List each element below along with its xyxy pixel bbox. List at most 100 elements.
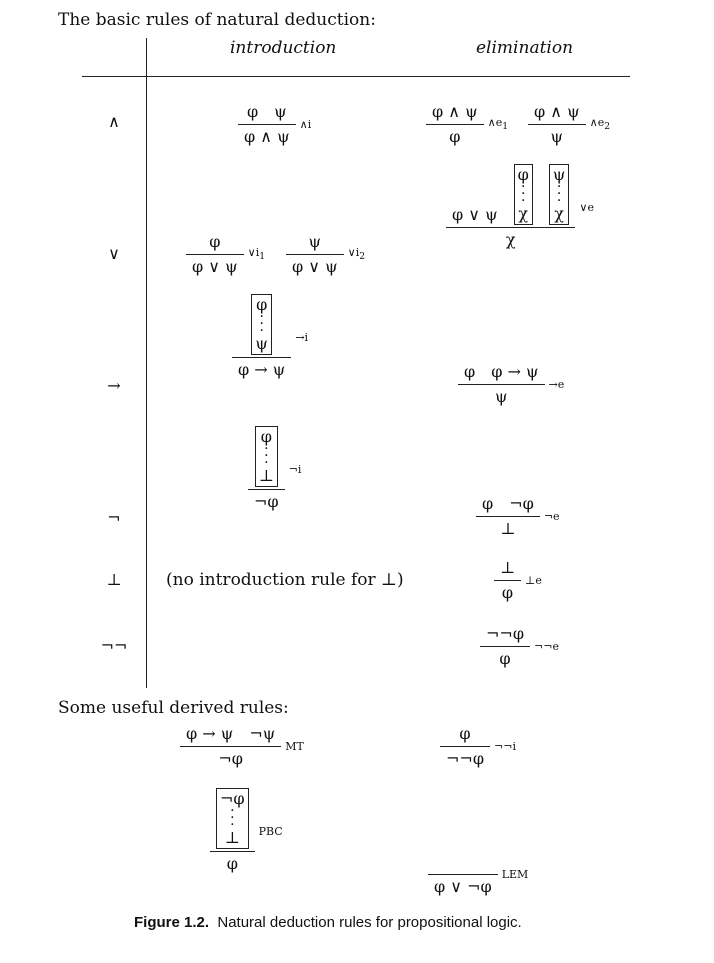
conclusion: φ	[226, 854, 238, 873]
premise: φ	[246, 102, 259, 121]
rule-label: PBC	[258, 824, 283, 838]
conclusion: φ ∨ ψ	[292, 257, 338, 276]
inference-bar	[232, 357, 292, 358]
conclusion: ¬φ	[218, 749, 243, 768]
rule-negation-elim: φ ¬φ ⊥ ¬e	[476, 494, 560, 539]
premise: ¬ψ	[249, 724, 276, 743]
conclusion: φ → ψ	[238, 360, 286, 379]
table-vertical-rule	[146, 38, 147, 688]
connective-and: ∧	[108, 112, 120, 131]
inference-bar	[180, 746, 282, 747]
derived-heading: Some useful derived rules:	[58, 698, 289, 718]
premise: ¬φ	[509, 494, 534, 513]
rule-or-intro-1: φ φ ∨ ψ ∨i1	[186, 232, 265, 277]
inference-bar	[238, 124, 296, 125]
connective-implies: →	[107, 376, 121, 395]
rule-label: MT	[285, 740, 304, 753]
rule-label: ¬e	[543, 510, 560, 523]
premise: φ ∨ ψ	[452, 205, 498, 224]
conclusion: φ	[501, 583, 514, 602]
column-head-elimination: elimination	[476, 38, 574, 58]
vertical-ellipsis-icon: · · ·	[556, 179, 562, 209]
rule-and-elim-1: φ ∧ ψ φ ∧e1	[426, 102, 508, 147]
rule-double-negation-elim: ¬¬φ φ ¬¬e	[480, 624, 559, 669]
rule-and-elim-2: φ ∧ ψ ψ ∧e2	[528, 102, 610, 147]
conclusion: φ ∨ ψ	[192, 257, 238, 276]
inference-bar	[210, 851, 255, 852]
column-head-introduction: introduction	[230, 38, 337, 58]
premise: φ → ψ	[491, 362, 539, 381]
rule-implies-intro: φ · · · ψ φ → ψ →i	[232, 294, 308, 380]
premise: φ → ψ	[186, 724, 234, 743]
inference-bar	[286, 254, 344, 255]
inference-bar	[428, 874, 498, 875]
inference-bar	[458, 384, 545, 385]
inference-bar	[248, 489, 285, 490]
conclusion: ψ	[494, 387, 508, 406]
connective-bottom: ⊥	[106, 570, 122, 589]
vertical-ellipsis-icon: · · ·	[521, 179, 526, 209]
premise: ψ	[308, 232, 322, 251]
assumption-box: ψ · · · χ	[548, 164, 570, 225]
premise: φ ∧ ψ	[534, 102, 580, 121]
inference-bar	[480, 646, 531, 647]
assumption-box: φ · · · ⊥	[254, 426, 278, 487]
inference-bar	[186, 254, 244, 255]
rule-label: ∨i2	[347, 246, 366, 263]
no-bottom-intro-note: (no introduction rule for ⊥)	[166, 570, 404, 590]
premise: φ ∧ ψ	[432, 102, 478, 121]
premise: φ	[464, 362, 476, 381]
conclusion: φ ∨ ¬φ	[434, 877, 492, 896]
rule-proof-by-contradiction: ¬φ · · · ⊥ φ PBC	[210, 788, 283, 874]
inference-bar	[426, 124, 484, 125]
conclusion: φ ∧ ψ	[244, 127, 290, 146]
rule-label: ¬¬e	[534, 640, 559, 653]
connective-double-negation: ¬¬	[100, 636, 128, 655]
inference-bar	[494, 580, 522, 581]
premise: ⊥	[500, 558, 516, 577]
rule-double-negation-intro: φ ¬¬φ ¬¬i	[440, 724, 516, 769]
rule-label: ∨i1	[247, 246, 266, 263]
rule-implies-elim: φ φ → ψ ψ →e	[458, 362, 564, 407]
rule-law-excluded-middle: φ ∨ ¬φ LEM	[428, 852, 528, 897]
premise: φ	[482, 494, 494, 513]
rule-bottom-elim: ⊥ φ ⊥e	[494, 558, 542, 603]
conclusion: ¬¬φ	[446, 749, 485, 768]
rule-label: ∧e2	[589, 116, 611, 133]
assumption-box: φ · · · ψ	[251, 294, 272, 355]
premise: ¬¬φ	[486, 624, 525, 643]
figure-number: Figure 1.2.	[134, 914, 210, 931]
rule-modus-tollens: φ → ψ ¬ψ ¬φ MT	[180, 724, 304, 769]
rule-label: ∧e1	[487, 116, 509, 133]
premise: φ	[459, 724, 471, 743]
inference-bar	[476, 516, 540, 517]
premise: ψ	[274, 102, 287, 121]
connective-or: ∨	[108, 244, 120, 263]
table-horizontal-rule	[82, 76, 630, 77]
page-heading: The basic rules of natural deduction:	[58, 10, 376, 30]
rule-label: ⊥e	[525, 574, 542, 587]
inference-bar	[446, 227, 576, 228]
figure-caption: Figure 1.2. Natural deduction rules for …	[134, 914, 522, 931]
premise: φ	[209, 232, 221, 251]
conclusion: φ	[449, 127, 461, 146]
conclusion: φ	[499, 649, 511, 668]
rule-label: ∧i	[299, 118, 312, 131]
rule-label: ∨e	[579, 200, 594, 214]
premise	[460, 852, 465, 872]
rule-label: LEM	[501, 868, 529, 881]
connective-negation: ¬	[107, 508, 121, 527]
figure-caption-text: Natural deduction rules for propositiona…	[217, 914, 522, 931]
conclusion: ⊥	[500, 519, 516, 538]
assumption-box: φ · · · χ	[513, 164, 533, 225]
conclusion: ¬φ	[254, 492, 279, 511]
rule-negation-intro: φ · · · ⊥ ¬φ ¬i	[248, 426, 301, 512]
conclusion: χ	[505, 230, 516, 249]
rule-label: →e	[548, 378, 565, 391]
inference-bar	[528, 124, 586, 125]
vertical-ellipsis-icon: · · ·	[264, 441, 269, 471]
rule-label: ¬¬i	[494, 740, 516, 753]
rule-label: →i	[295, 330, 309, 344]
rule-or-elim: φ ∨ ψ φ · · · χ ψ · · · χ χ ∨e	[446, 164, 594, 250]
